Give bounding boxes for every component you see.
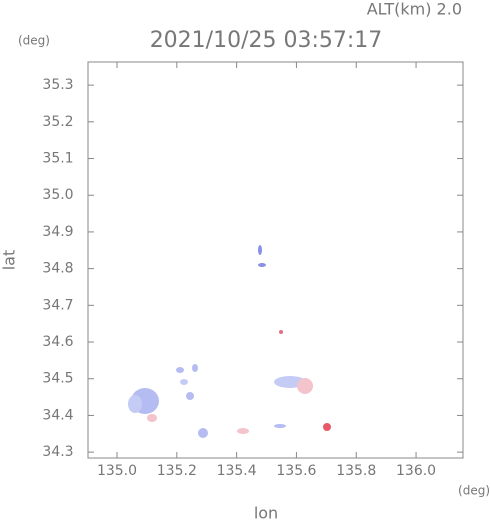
y-tick-label: 35.2 — [42, 114, 73, 130]
y-tick-label: 35.0 — [42, 187, 73, 203]
y-tick-label: 34.4 — [42, 407, 73, 423]
chart-title: 2021/10/25 03:57:17 — [150, 28, 383, 53]
y-tick-label: 34.9 — [42, 224, 73, 240]
x-tick-label: 135.4 — [217, 463, 257, 479]
x-tick-label: 135.0 — [97, 463, 137, 479]
y-tick-label: 34.5 — [42, 371, 73, 387]
x-tick-label: 135.6 — [276, 463, 316, 479]
plot-frame — [87, 61, 464, 459]
x-tick-label: 135.8 — [336, 463, 376, 479]
y-axis-label: lat — [0, 250, 19, 271]
x-unit: (deg) — [458, 484, 490, 498]
y-tick-label: 34.3 — [42, 444, 73, 460]
x-axis-label: lon — [254, 504, 278, 521]
y-unit: (deg) — [18, 34, 50, 48]
y-tick-label: 34.7 — [42, 297, 73, 313]
echo-areas — [128, 245, 331, 438]
x-tick-label: 135.2 — [157, 463, 197, 479]
y-tick-label: 34.6 — [42, 334, 73, 350]
y-tick-label: 34.8 — [42, 261, 73, 277]
x-tick-label: 136.0 — [396, 463, 436, 479]
altitude-label: ALT(km) 2.0 — [367, 0, 462, 19]
y-tick-label: 35.1 — [42, 151, 73, 167]
y-tick-label: 35.3 — [42, 77, 73, 93]
